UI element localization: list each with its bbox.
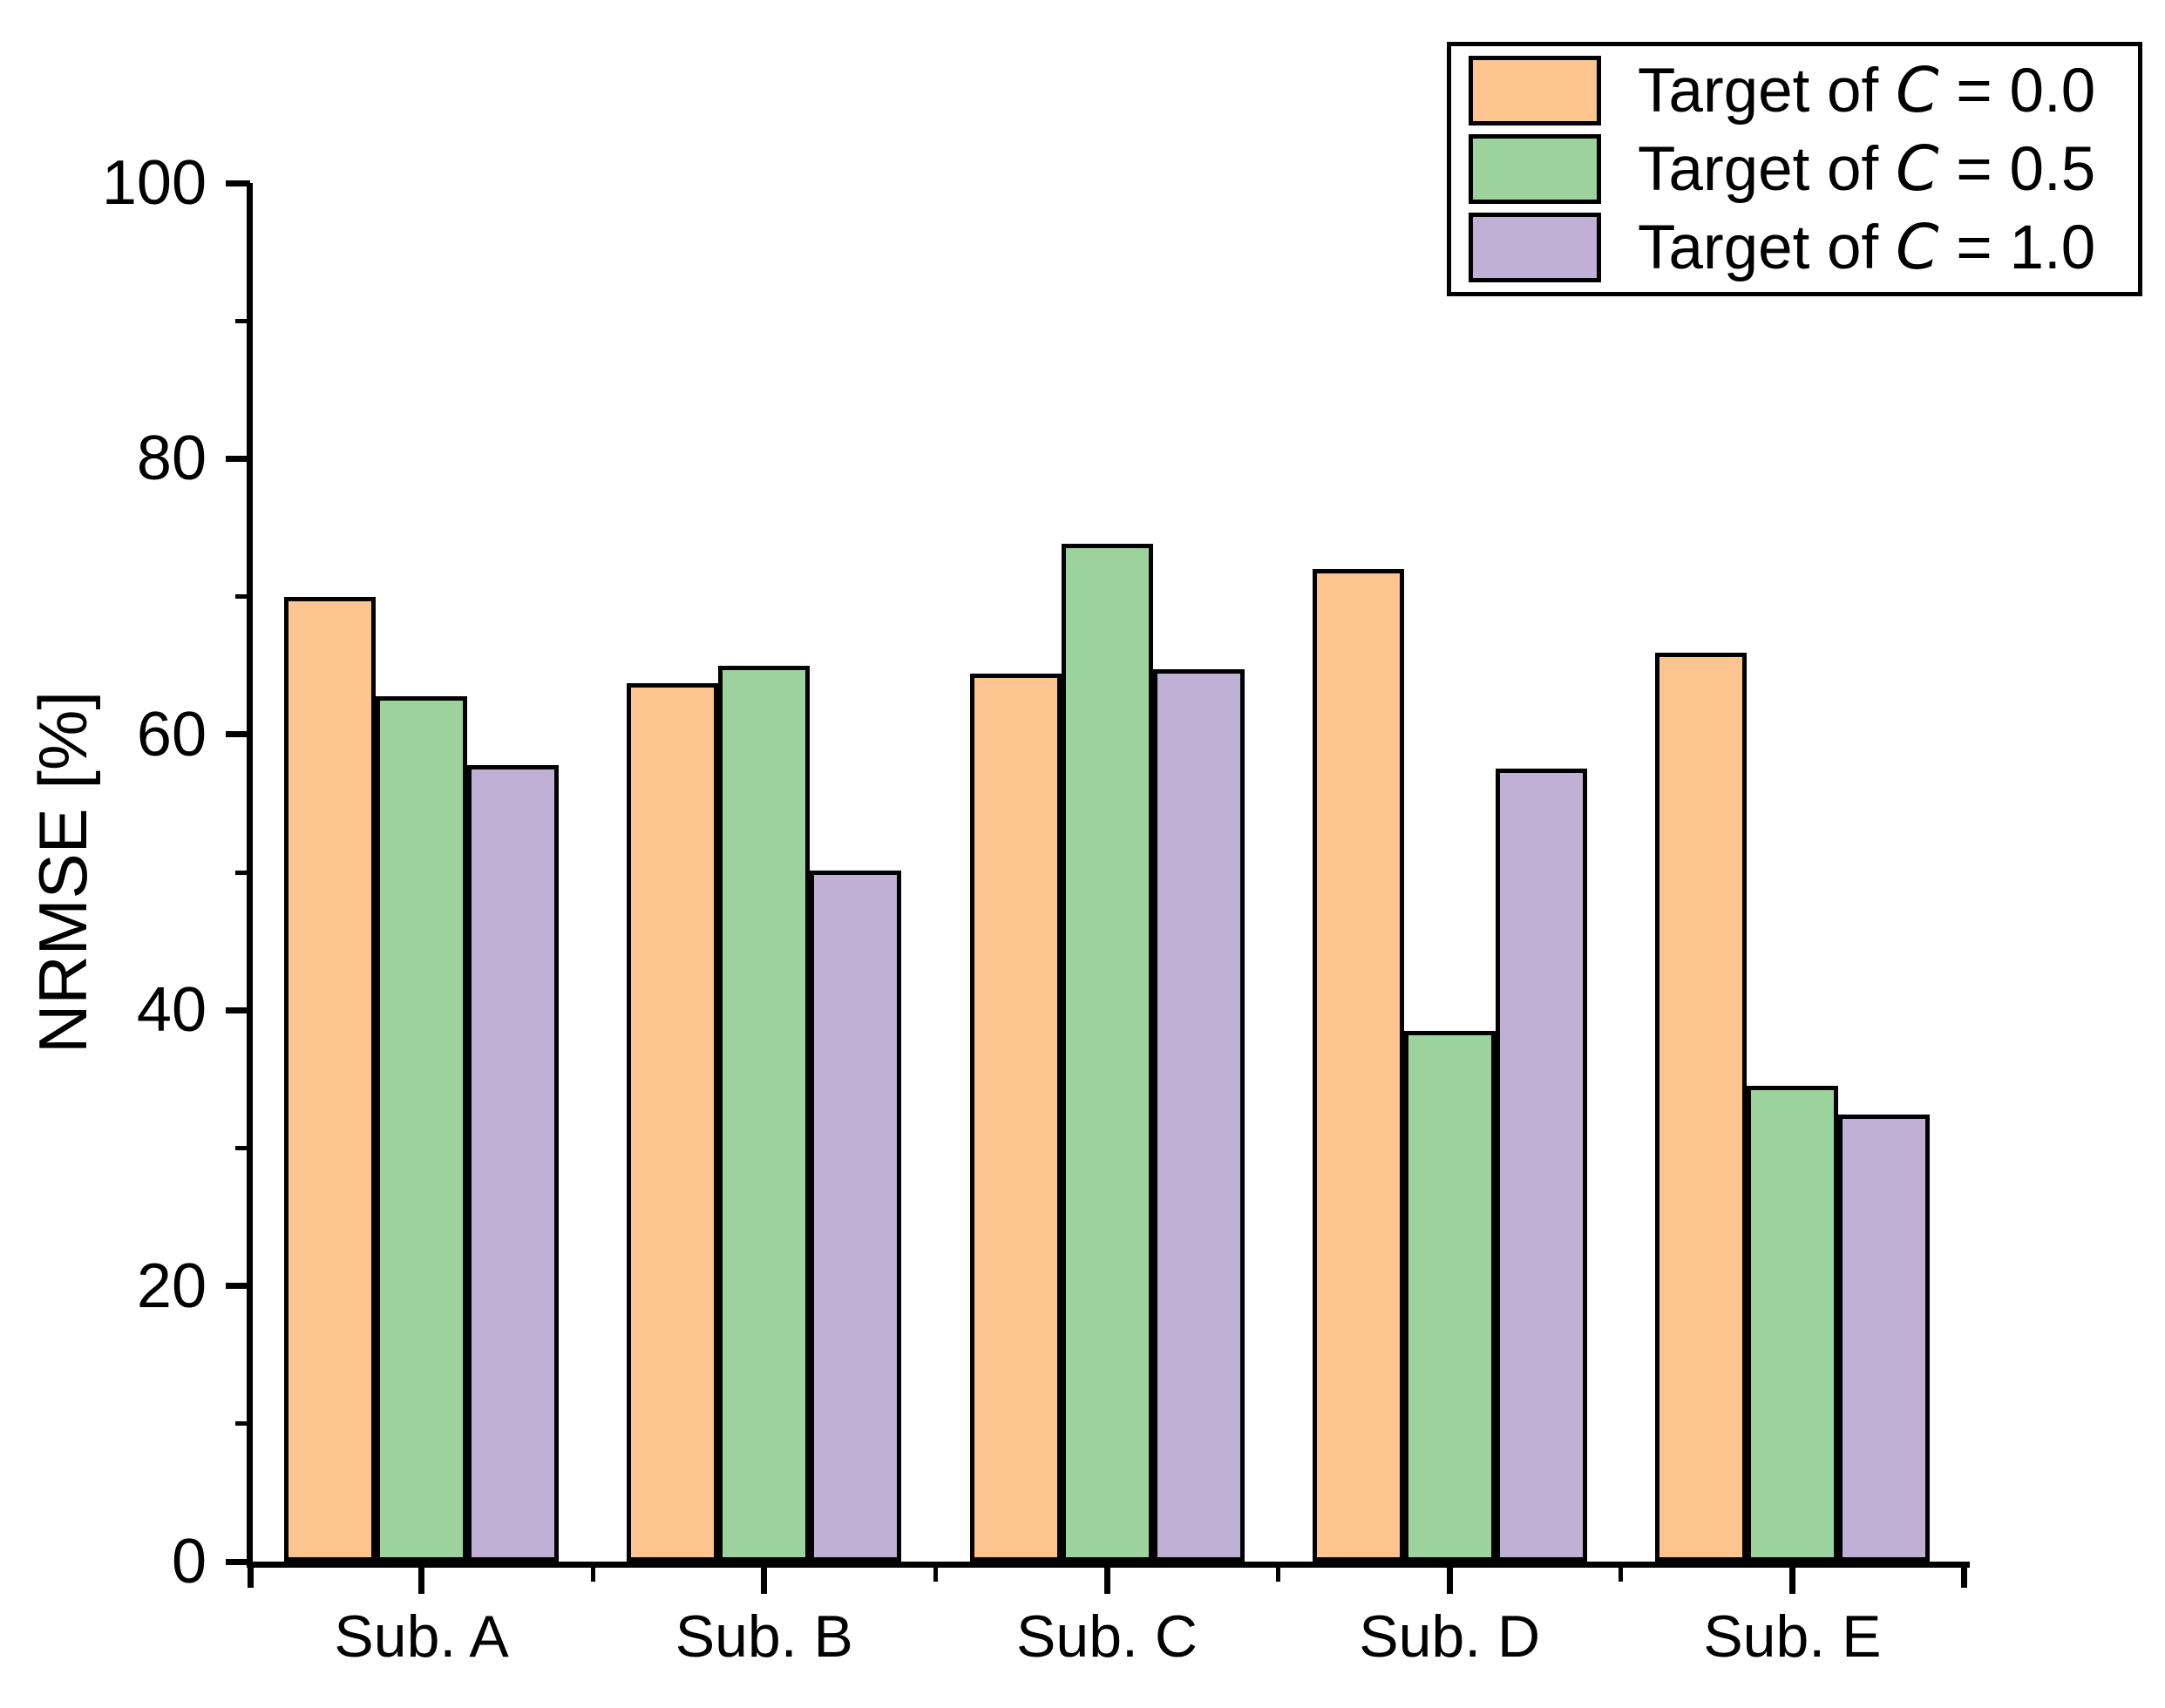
y-tick-label: 100 <box>101 148 207 218</box>
legend-label: Target of C = 0.0 <box>1638 53 2096 126</box>
x-major-tick <box>1788 1564 1795 1594</box>
x-major-tick <box>418 1564 425 1594</box>
y-tick-label: 0 <box>171 1527 207 1596</box>
legend-item: Target of C = 1.0 <box>1451 208 2138 287</box>
x-minor-tick <box>590 1564 595 1582</box>
bar-SubC-s0 <box>969 674 1062 1562</box>
y-axis-title: NRMSE [%] <box>24 690 101 1054</box>
legend: Target of C = 0.0 Target of C = 0.5 Targ… <box>1447 42 2142 296</box>
bar-SubB-s1 <box>718 665 811 1562</box>
bar-SubD-s1 <box>1403 1030 1496 1562</box>
legend-variable: C <box>1896 132 1939 205</box>
bar-SubC-s1 <box>1061 544 1153 1562</box>
bar-SubA-s0 <box>284 596 377 1562</box>
legend-text-suffix: = 0.0 <box>1938 56 2096 125</box>
bar-SubE-s1 <box>1746 1086 1838 1562</box>
bar-SubC-s2 <box>1152 669 1245 1562</box>
bar-SubB-s2 <box>810 871 902 1562</box>
x-tick-label: Sub. D <box>1359 1603 1541 1670</box>
y-tick-label: 80 <box>136 424 207 494</box>
x-tick-label: Sub. E <box>1703 1603 1882 1670</box>
x-end-tick <box>247 1564 254 1588</box>
legend-variable: C <box>1896 210 1939 283</box>
legend-label: Target of C = 1.0 <box>1638 210 2096 283</box>
bar-SubE-s2 <box>1837 1115 1930 1562</box>
x-major-tick <box>761 1564 768 1594</box>
y-tick-label: 40 <box>136 975 207 1046</box>
y-minor-tick <box>235 594 250 600</box>
y-major-tick <box>226 1006 250 1013</box>
legend-text-prefix: Target of <box>1638 56 1896 125</box>
y-major-tick <box>226 1283 250 1290</box>
bar-SubD-s2 <box>1495 769 1587 1562</box>
bar-SubA-s1 <box>376 695 468 1562</box>
x-tick-label: Sub. C <box>1016 1603 1198 1670</box>
y-major-tick <box>226 180 250 186</box>
legend-variable: C <box>1896 53 1939 126</box>
legend-swatch-purple <box>1469 213 1601 282</box>
x-tick-label: Sub. A <box>334 1603 509 1670</box>
y-tick-label: 60 <box>136 699 207 769</box>
y-major-tick <box>226 455 250 462</box>
x-minor-tick <box>933 1564 938 1582</box>
legend-item: Target of C = 0.0 <box>1451 51 2138 130</box>
y-major-tick <box>226 1558 250 1565</box>
legend-item: Target of C = 0.5 <box>1451 130 2138 208</box>
y-axis-line <box>247 183 253 1568</box>
x-end-tick <box>1960 1564 1967 1588</box>
bar-SubB-s0 <box>627 683 719 1562</box>
x-tick-label: Sub. B <box>675 1603 853 1670</box>
y-minor-tick <box>235 1421 250 1427</box>
bar-SubA-s2 <box>467 764 560 1562</box>
y-minor-tick <box>235 870 250 875</box>
x-major-tick <box>1446 1564 1453 1594</box>
legend-text-prefix: Target of <box>1638 213 1896 282</box>
legend-text-suffix: = 0.5 <box>1938 134 2096 204</box>
legend-text-suffix: = 1.0 <box>1938 213 2096 282</box>
x-minor-tick <box>1619 1564 1624 1582</box>
legend-label: Target of C = 0.5 <box>1638 132 2096 205</box>
legend-text-prefix: Target of <box>1638 134 1896 204</box>
y-minor-tick <box>235 318 250 323</box>
legend-swatch-green <box>1469 134 1601 204</box>
x-minor-tick <box>1276 1564 1281 1582</box>
x-major-tick <box>1103 1564 1110 1594</box>
y-tick-label: 20 <box>136 1250 207 1321</box>
legend-swatch-orange <box>1469 56 1601 125</box>
y-major-tick <box>226 731 250 738</box>
y-minor-tick <box>235 1145 250 1150</box>
bar-SubE-s0 <box>1654 653 1747 1562</box>
bar-SubD-s0 <box>1312 568 1404 1562</box>
